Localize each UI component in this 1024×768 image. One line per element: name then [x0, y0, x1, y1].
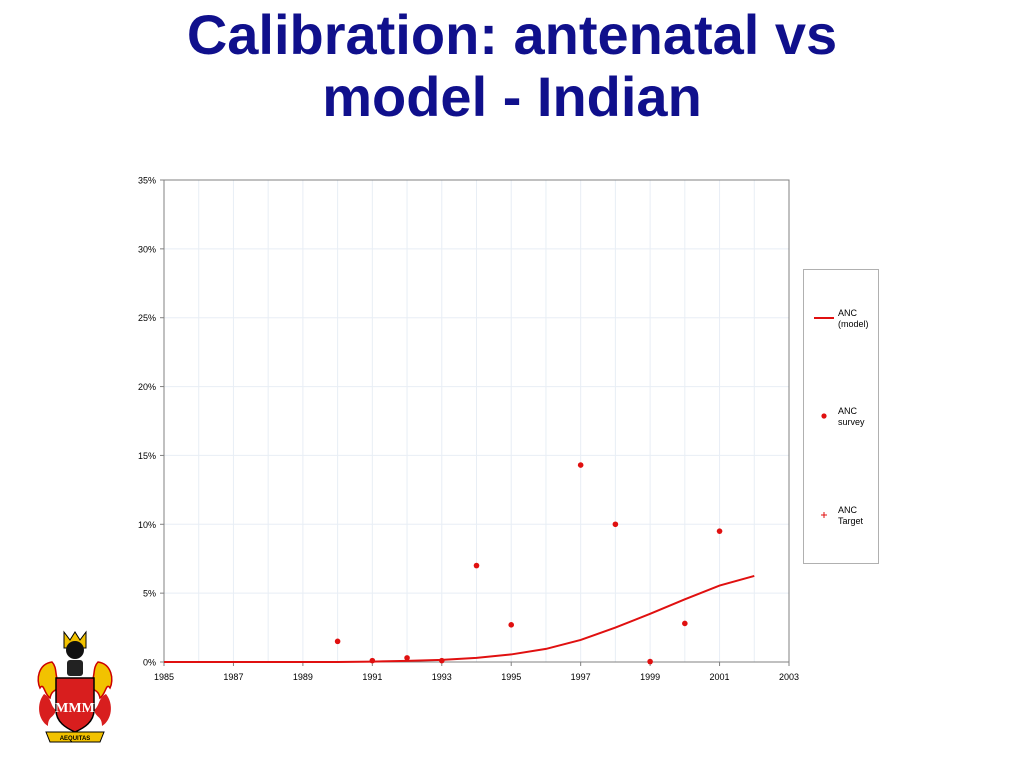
x-tick-label: 2003: [779, 672, 799, 682]
y-tick-label: 30%: [138, 244, 156, 254]
axis-ticks: 0% 5% 10% 15% 20% 25% 30% 35% 1985 1987 1989 1991 19…: [138, 176, 799, 683]
legend-text-line: (model): [838, 319, 869, 329]
legend-text-line: ANC: [838, 505, 858, 515]
y-tick-label: 35%: [138, 176, 156, 186]
data-point-anc-survey: [577, 462, 584, 468]
legend-line-swatch: [814, 317, 834, 319]
data-point-anc-survey: [647, 658, 653, 665]
y-tick-label: 5%: [143, 589, 156, 599]
mantling-lower-right-icon: [94, 694, 111, 726]
shield-letters: MMM: [55, 701, 95, 716]
legend-cross-swatch: [821, 512, 827, 518]
data-point-anc-survey: [716, 528, 723, 534]
x-tick-label: 1999: [640, 672, 660, 682]
y-tick-label: 10%: [138, 520, 156, 530]
legend-text-line: ANC: [838, 308, 858, 318]
data-point-anc-survey: [404, 655, 410, 661]
chart-legend: ANC (model) ANC survey ANC Target: [803, 269, 879, 564]
x-tick-label: 2001: [710, 672, 730, 682]
motto-scroll-icon: [45, 731, 105, 743]
x-tick-label: 1987: [223, 672, 243, 682]
y-tick-label: 15%: [138, 451, 156, 461]
y-tick-label: 25%: [138, 313, 156, 323]
mantling-lower-left-icon: [39, 694, 56, 726]
data-point-anc-survey: [334, 638, 341, 645]
y-tick-label: 20%: [138, 382, 156, 392]
title-line-2: model - Indian: [322, 65, 702, 128]
y-tick-label: 0%: [143, 658, 156, 668]
chart-grid: [164, 180, 789, 662]
crest-helm-icon: [67, 660, 83, 676]
plot-frame: [163, 179, 790, 663]
x-tick-label: 1991: [362, 672, 382, 682]
series-line-anc-model: [164, 574, 755, 663]
legend-label-anc-survey: ANC survey: [838, 406, 882, 428]
crest-logo: MMM AEQUITAS: [37, 630, 113, 743]
x-tick-label: 1995: [501, 672, 521, 682]
crest-lion-head-icon: [66, 641, 84, 659]
x-tick-label: 1997: [571, 672, 591, 682]
x-tick-label: 1989: [293, 672, 313, 682]
legend-label-anc-target: ANC Target: [838, 505, 882, 527]
legend-dot-swatch: [821, 413, 827, 419]
data-point-anc-survey: [612, 521, 619, 528]
data-point-anc-survey: [369, 657, 376, 664]
legend-text-line: survey: [838, 417, 865, 427]
legend-text-line: ANC: [838, 406, 858, 416]
x-tick-label: 1993: [432, 672, 452, 682]
x-tick-label: 1985: [154, 672, 174, 682]
title-line-1: Calibration: antenatal vs: [186, 3, 838, 66]
data-point-anc-survey: [508, 622, 515, 628]
legend-text-line: Target: [838, 516, 864, 526]
data-point-anc-survey: [682, 620, 688, 627]
slide-title: Calibration: antenatal vs model - Indian: [0, 4, 1024, 128]
series-layer: [164, 462, 755, 665]
legend-label-anc-model: ANC (model): [838, 308, 882, 330]
data-point-anc-survey: [438, 657, 445, 664]
motto-text: AEQUITAS: [60, 736, 91, 742]
data-point-anc-survey: [473, 562, 480, 569]
